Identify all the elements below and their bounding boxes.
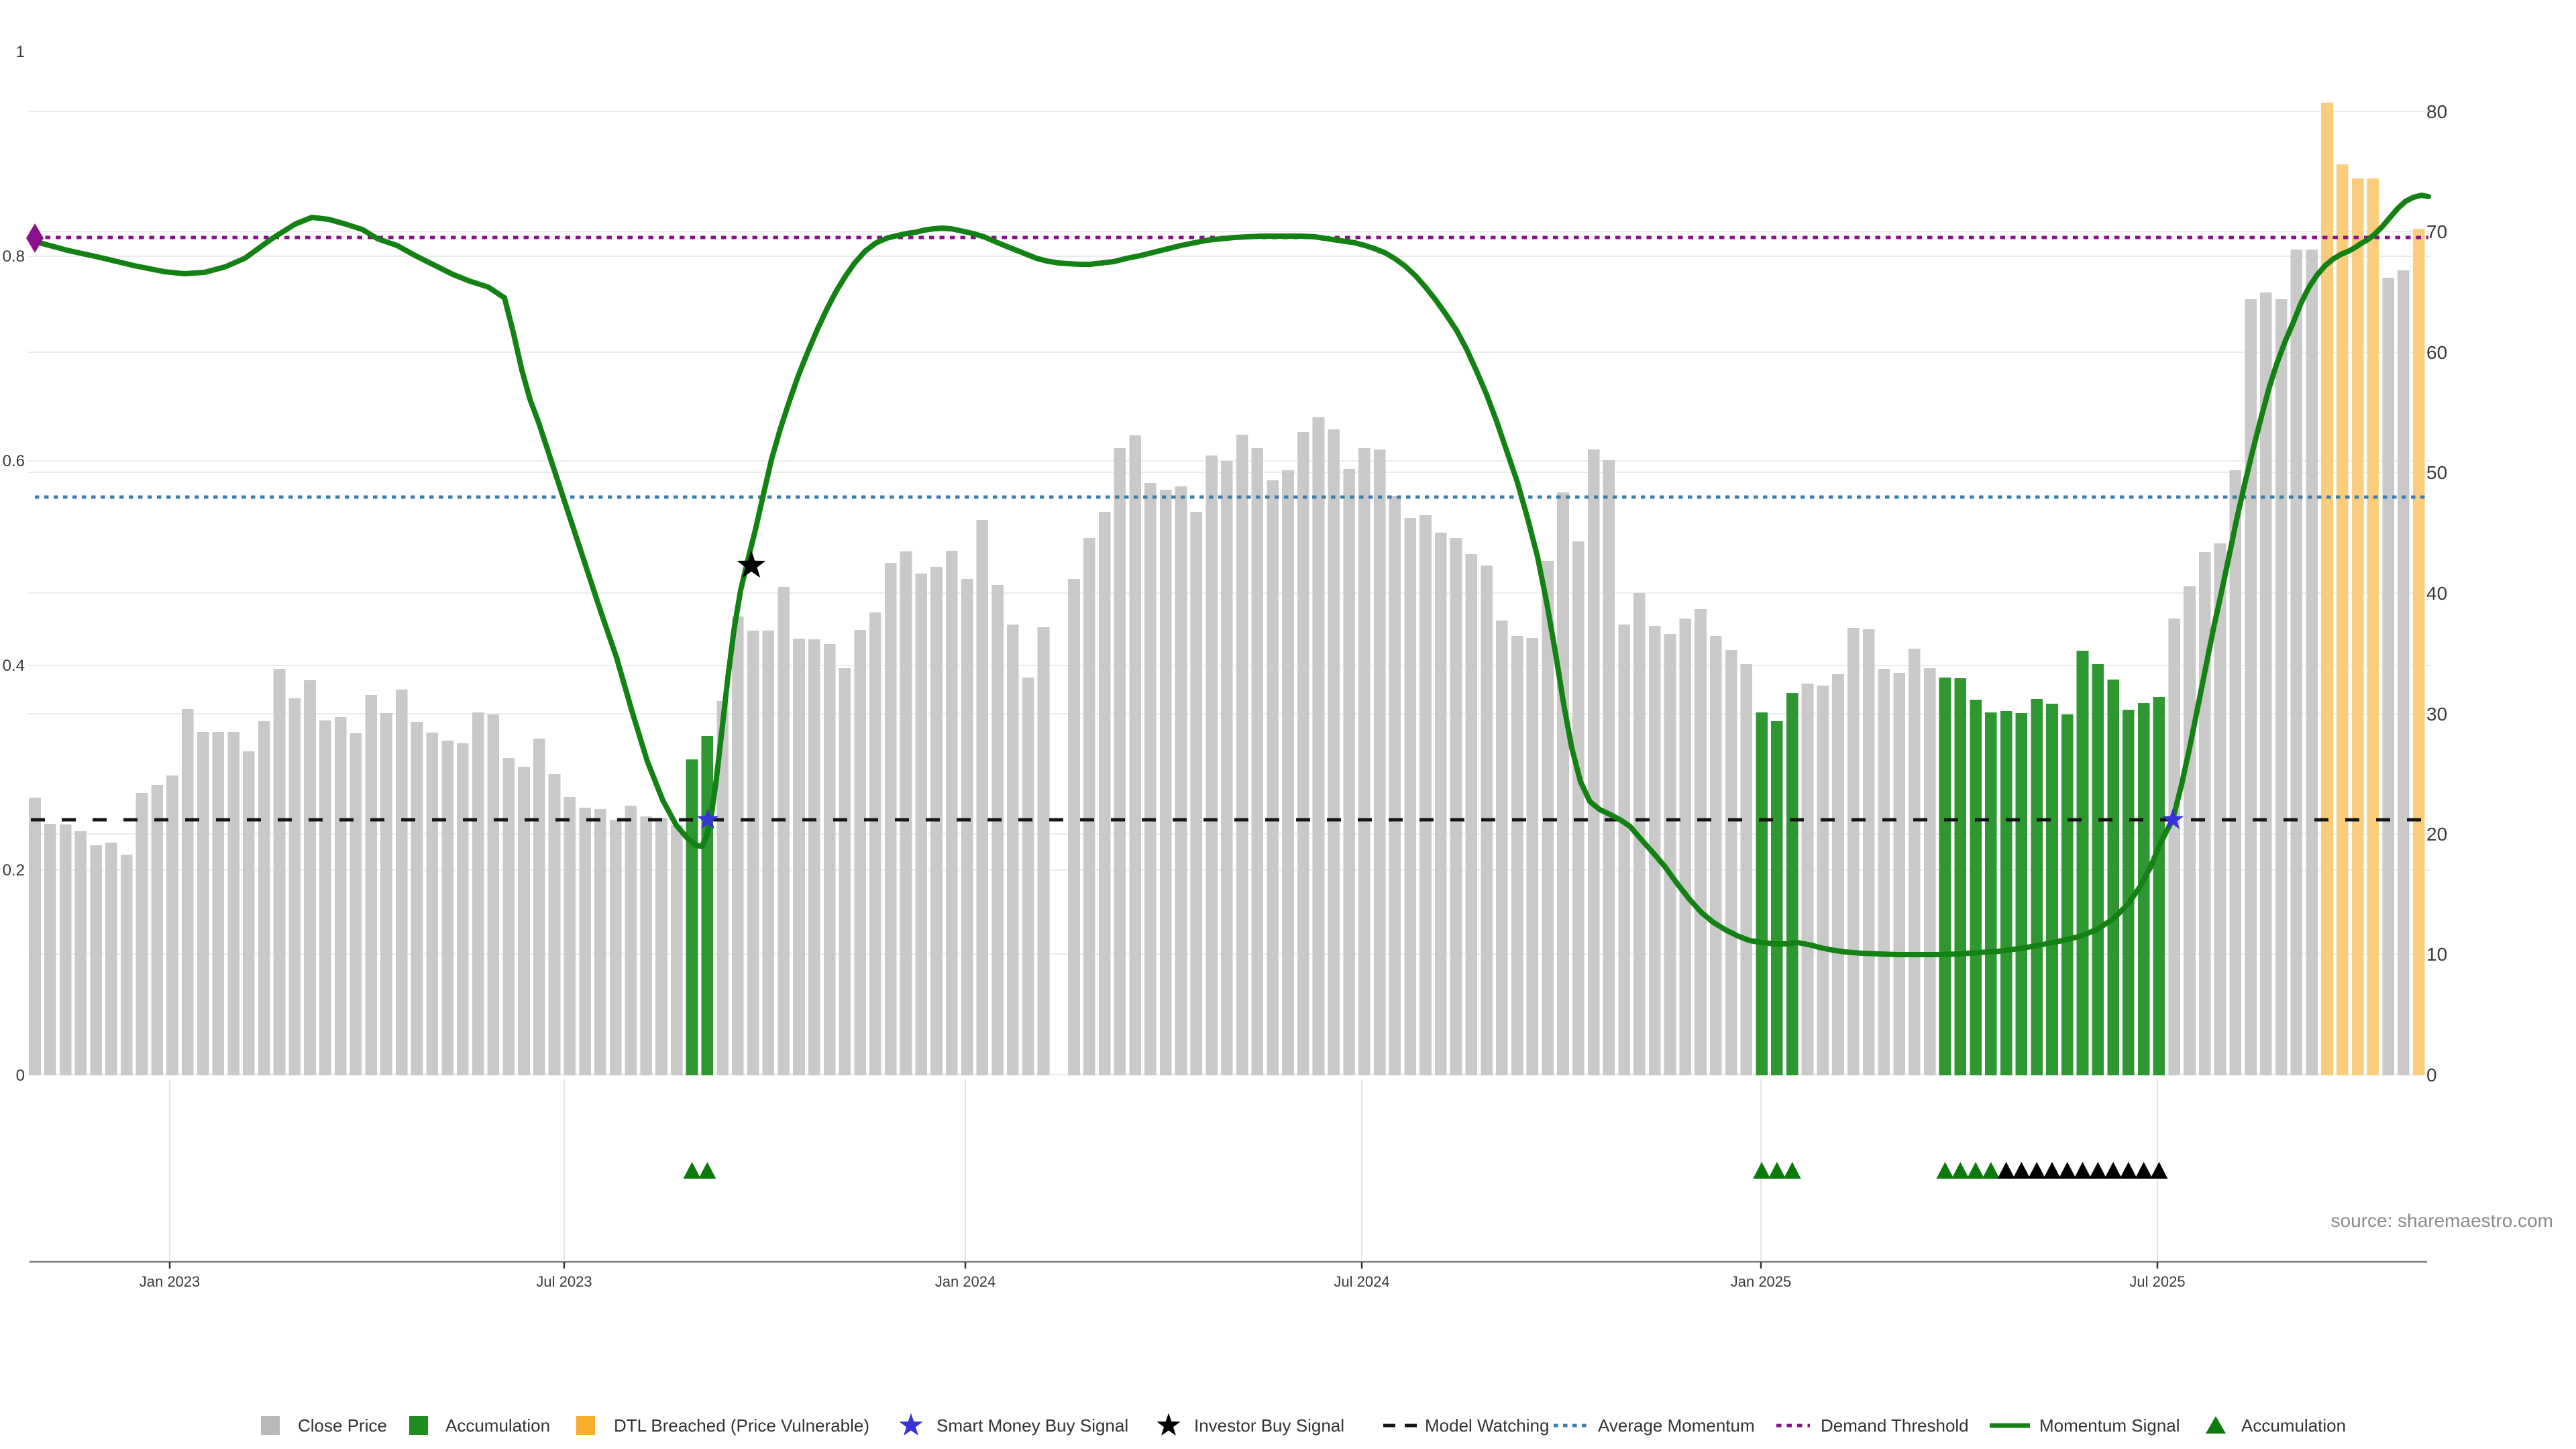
svg-text:Investor Buy Signal: Investor Buy Signal [1194,1415,1344,1436]
svg-text:Average Momentum: Average Momentum [1598,1415,1755,1436]
svg-text:Jul 2025: Jul 2025 [2129,1273,2185,1290]
svg-text:Jan 2025: Jan 2025 [1731,1273,1792,1290]
svg-text:0: 0 [2426,1065,2437,1085]
svg-text:60: 60 [2426,342,2447,363]
svg-text:Accumulation: Accumulation [445,1415,550,1436]
svg-text:source: sharemaestro.com: source: sharemaestro.com [2331,1210,2553,1231]
svg-text:50: 50 [2426,462,2447,483]
svg-text:0.2: 0.2 [3,861,25,879]
svg-text:70: 70 [2426,221,2447,242]
svg-text:Jan 2024: Jan 2024 [935,1273,996,1290]
svg-text:0.8: 0.8 [3,248,25,266]
svg-text:Jul 2024: Jul 2024 [1334,1273,1389,1290]
svg-text:Jul 2023: Jul 2023 [536,1273,592,1290]
svg-text:30: 30 [2426,704,2447,724]
svg-text:Accumulation: Accumulation [2241,1415,2346,1436]
svg-text:Demand Threshold: Demand Threshold [1821,1415,1969,1436]
svg-text:10: 10 [2426,944,2447,965]
svg-text:0.6: 0.6 [3,452,25,470]
svg-text:Momentum Signal: Momentum Signal [2039,1415,2180,1436]
svg-text:40: 40 [2426,583,2447,604]
svg-text:1: 1 [16,43,25,61]
svg-text:Close Price: Close Price [298,1415,387,1436]
svg-text:20: 20 [2426,824,2447,845]
svg-text:Smart Money Buy Signal: Smart Money Buy Signal [936,1415,1128,1436]
svg-text:0: 0 [16,1067,25,1085]
svg-text:Model Watching: Model Watching [1425,1415,1549,1436]
svg-text:DTL Breached (Price Vulnerable: DTL Breached (Price Vulnerable) [614,1415,869,1436]
svg-text:80: 80 [2426,101,2447,122]
svg-text:0.4: 0.4 [3,657,25,675]
svg-text:Jan 2023: Jan 2023 [140,1273,201,1290]
